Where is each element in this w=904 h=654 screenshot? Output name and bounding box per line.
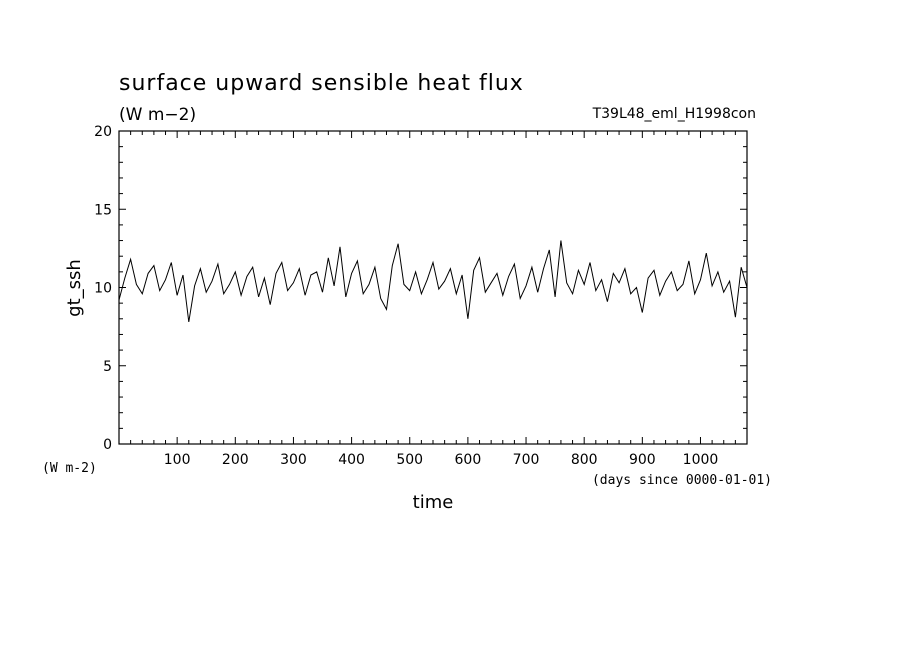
experiment-label: T39L48_eml_H1998con bbox=[592, 106, 756, 122]
y-tick-label: 20 bbox=[94, 124, 112, 140]
x-tick-labels: 100 200 300 400 500 600 700 800 900 1000 bbox=[164, 452, 719, 468]
x-axis-units: (days since 0000-01-01) bbox=[592, 473, 772, 488]
y-tick-label: 0 bbox=[103, 437, 112, 453]
x-tick-label: 800 bbox=[571, 452, 598, 468]
y-tick-label: 10 bbox=[94, 281, 112, 297]
y-axis-units: (W m-2) bbox=[42, 461, 97, 476]
x-tick-label: 1000 bbox=[683, 452, 719, 468]
x-tick-label: 200 bbox=[222, 452, 249, 468]
plot-frame bbox=[118, 130, 748, 445]
x-tick-label: 300 bbox=[280, 452, 307, 468]
x-tick-label: 900 bbox=[629, 452, 656, 468]
axis-ticks bbox=[119, 130, 747, 445]
series-line bbox=[118, 240, 748, 322]
y-axis-label: gt_ssh bbox=[64, 259, 85, 317]
y-tick-label: 5 bbox=[103, 359, 112, 375]
title-units: (W m−2) bbox=[119, 105, 196, 125]
x-tick-label: 600 bbox=[455, 452, 482, 468]
x-tick-label: 100 bbox=[164, 452, 191, 468]
x-axis-label: time bbox=[413, 492, 454, 513]
y-tick-label: 15 bbox=[94, 202, 112, 218]
y-tick-labels: 0 5 10 15 20 bbox=[94, 124, 112, 453]
x-tick-label: 700 bbox=[513, 452, 540, 468]
x-tick-label: 400 bbox=[338, 452, 365, 468]
x-tick-label: 500 bbox=[396, 452, 423, 468]
chart-title: surface upward sensible heat flux bbox=[119, 71, 524, 96]
